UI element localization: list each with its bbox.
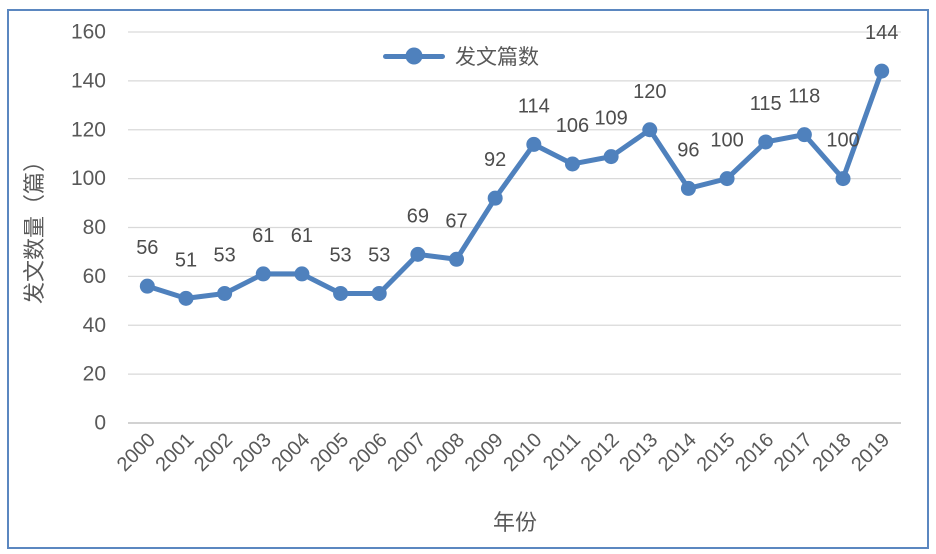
x-tick-label: 2007 (383, 429, 430, 476)
data-label: 100 (826, 130, 859, 152)
y-tick-label: 0 (94, 412, 106, 435)
x-tick-label: 2016 (731, 429, 778, 476)
data-label: 61 (252, 225, 274, 247)
data-label: 100 (710, 130, 743, 152)
data-label: 53 (214, 244, 236, 266)
x-tick-label: 2006 (345, 429, 392, 476)
x-tick-label: 2010 (499, 429, 546, 476)
data-point (526, 136, 542, 152)
y-tick-label: 20 (83, 363, 106, 386)
x-axis-title: 年份 (492, 510, 538, 535)
legend-line-marker-icon (383, 47, 445, 65)
data-label: 92 (484, 149, 506, 171)
data-label: 115 (750, 93, 782, 115)
data-label: 96 (677, 139, 699, 161)
data-label: 61 (291, 225, 313, 247)
data-point (835, 171, 851, 187)
x-tick-label: 2011 (539, 429, 585, 475)
data-point (255, 266, 271, 282)
data-label: 53 (368, 244, 390, 266)
x-tick-label: 2019 (847, 429, 894, 476)
data-label: 106 (556, 115, 589, 137)
data-label: 51 (175, 249, 197, 271)
x-tick-label: 2008 (422, 429, 469, 476)
legend-label: 发文篇数 (455, 46, 539, 69)
data-label: 109 (594, 108, 627, 130)
data-label: 56 (136, 237, 158, 259)
x-tick-label: 2004 (267, 429, 314, 476)
legend-dot-icon (405, 47, 423, 65)
x-tick-label: 2018 (809, 429, 856, 476)
y-tick-label: 140 (71, 69, 106, 92)
x-tick-label: 2015 (693, 429, 740, 476)
x-tick-label: 2001 (151, 429, 198, 476)
data-point (294, 266, 310, 282)
data-label: 118 (788, 86, 820, 108)
x-tick-label: 2005 (306, 429, 353, 476)
x-tick-label: 2012 (577, 429, 624, 476)
data-point (217, 285, 233, 301)
data-point (139, 278, 155, 294)
data-point (178, 290, 194, 306)
y-tick-label: 160 (71, 21, 106, 44)
data-label: 69 (407, 205, 429, 227)
x-tick-label: 2000 (113, 429, 160, 476)
data-point (603, 149, 619, 165)
x-tick-label: 2009 (461, 429, 508, 476)
y-tick-label: 120 (71, 118, 106, 141)
x-tick-label: 2017 (770, 429, 817, 476)
y-tick-label: 40 (83, 314, 106, 337)
data-point (796, 127, 812, 143)
data-label: 53 (329, 244, 351, 266)
x-tick-label: 2014 (654, 429, 701, 476)
data-label: 67 (445, 210, 467, 232)
data-point (410, 246, 426, 262)
data-label: 144 (865, 22, 898, 44)
x-tick-label: 2013 (615, 429, 662, 476)
y-tick-label: 60 (83, 265, 106, 288)
x-tick-label: 2003 (229, 429, 276, 476)
legend: 发文篇数 (383, 42, 539, 70)
data-point (719, 171, 735, 187)
data-point (680, 180, 696, 196)
x-tick-label: 2002 (190, 429, 237, 476)
data-point (564, 156, 580, 172)
y-tick-label: 100 (71, 167, 106, 190)
y-axis-title: 发文数量（篇） (22, 149, 47, 305)
data-point (642, 122, 658, 138)
data-point (874, 63, 890, 79)
data-point (758, 134, 774, 150)
data-label: 120 (633, 81, 666, 103)
data-point (487, 190, 503, 206)
data-label: 114 (518, 95, 550, 117)
data-point (449, 251, 465, 267)
data-point (371, 285, 387, 301)
y-tick-label: 80 (83, 216, 106, 239)
data-point (333, 285, 349, 301)
